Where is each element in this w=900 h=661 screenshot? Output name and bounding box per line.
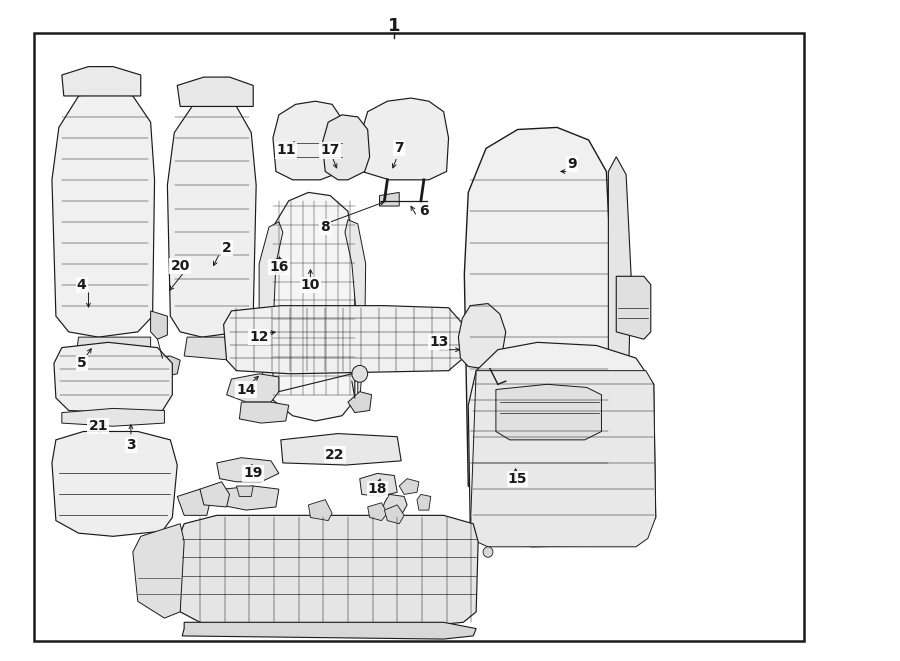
Polygon shape: [52, 91, 155, 337]
Circle shape: [352, 366, 367, 382]
Text: 8: 8: [320, 220, 330, 234]
Text: 1: 1: [388, 17, 400, 36]
Text: 5: 5: [76, 356, 86, 370]
Polygon shape: [348, 391, 372, 412]
Polygon shape: [496, 369, 513, 391]
Polygon shape: [237, 486, 253, 496]
Text: 6: 6: [419, 204, 428, 218]
Polygon shape: [177, 489, 210, 516]
Text: 7: 7: [394, 141, 404, 155]
Polygon shape: [177, 516, 478, 625]
Polygon shape: [345, 219, 365, 400]
Polygon shape: [182, 622, 476, 639]
Text: 20: 20: [170, 259, 190, 273]
Polygon shape: [62, 408, 165, 426]
Text: 21: 21: [88, 419, 108, 433]
Polygon shape: [384, 505, 404, 524]
Polygon shape: [177, 77, 253, 106]
Polygon shape: [62, 67, 140, 96]
Polygon shape: [360, 98, 448, 180]
Text: 9: 9: [567, 157, 577, 171]
Polygon shape: [309, 500, 332, 521]
Polygon shape: [227, 374, 279, 402]
Polygon shape: [367, 503, 387, 521]
Text: 3: 3: [126, 438, 136, 452]
Text: 15: 15: [508, 472, 527, 486]
Text: 4: 4: [76, 278, 86, 292]
Polygon shape: [468, 342, 656, 547]
Circle shape: [483, 547, 493, 557]
Polygon shape: [470, 371, 656, 547]
Polygon shape: [380, 192, 400, 206]
Text: 16: 16: [269, 260, 289, 274]
Polygon shape: [155, 356, 180, 377]
Text: 2: 2: [221, 241, 231, 255]
Polygon shape: [273, 101, 345, 180]
Polygon shape: [269, 192, 355, 421]
Polygon shape: [184, 337, 253, 360]
Polygon shape: [239, 402, 289, 423]
Text: 19: 19: [244, 467, 263, 481]
Polygon shape: [360, 473, 397, 496]
Polygon shape: [150, 311, 167, 339]
Polygon shape: [464, 128, 611, 507]
Polygon shape: [458, 303, 506, 369]
Text: 22: 22: [325, 447, 345, 461]
Polygon shape: [167, 101, 256, 337]
Polygon shape: [496, 384, 601, 440]
Polygon shape: [54, 342, 172, 412]
Polygon shape: [76, 337, 150, 364]
Circle shape: [272, 258, 286, 273]
Polygon shape: [417, 494, 431, 510]
Polygon shape: [223, 305, 464, 374]
Polygon shape: [382, 494, 407, 516]
Polygon shape: [259, 222, 283, 400]
Polygon shape: [52, 432, 177, 536]
Text: 18: 18: [368, 482, 387, 496]
Polygon shape: [200, 482, 230, 507]
Text: 14: 14: [237, 383, 256, 397]
Polygon shape: [616, 276, 651, 339]
Polygon shape: [281, 434, 401, 465]
Polygon shape: [400, 479, 419, 494]
Text: 10: 10: [301, 278, 320, 292]
Polygon shape: [322, 115, 370, 180]
Bar: [34, 33, 804, 641]
Text: 12: 12: [249, 330, 269, 344]
Text: 11: 11: [276, 143, 295, 157]
Text: 13: 13: [429, 335, 448, 350]
Polygon shape: [133, 524, 184, 618]
Polygon shape: [608, 157, 631, 486]
Text: 17: 17: [320, 143, 340, 157]
Polygon shape: [217, 457, 279, 482]
Polygon shape: [220, 486, 279, 510]
